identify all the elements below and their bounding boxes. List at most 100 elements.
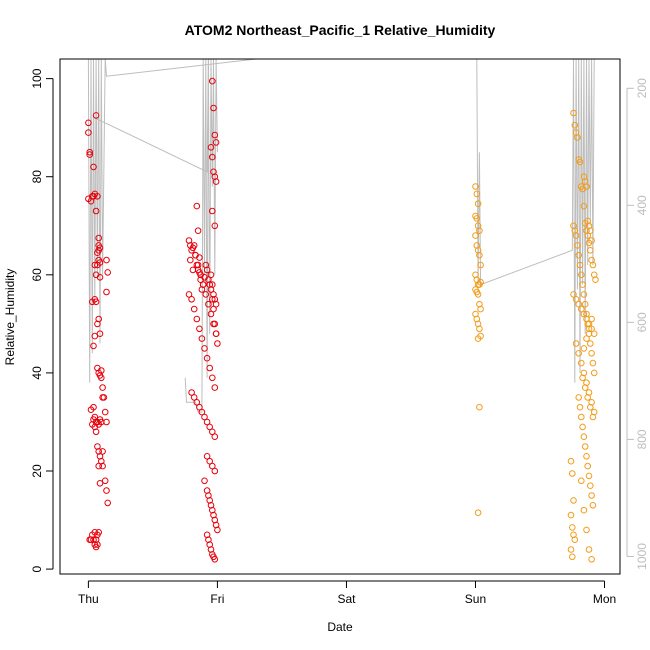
data-point — [472, 183, 479, 190]
data-point — [190, 394, 198, 401]
data-point — [92, 428, 100, 436]
data-point — [96, 274, 104, 281]
data-point — [205, 300, 212, 308]
data-point — [95, 529, 102, 536]
data-point — [473, 190, 481, 198]
data-point — [211, 556, 219, 563]
data-point — [572, 232, 580, 239]
data-point — [578, 413, 585, 421]
data-point — [476, 251, 483, 259]
data-point — [193, 202, 201, 210]
data-point — [211, 384, 219, 391]
data-point — [473, 215, 481, 222]
data-point — [472, 232, 479, 239]
data-point — [588, 350, 595, 357]
data-point — [575, 251, 583, 259]
data-point — [567, 546, 575, 553]
data-point — [571, 121, 579, 129]
data-point — [585, 472, 593, 480]
data-point — [87, 406, 95, 414]
x-tick-label: Mon — [593, 592, 616, 606]
data-point — [94, 193, 101, 200]
data-point — [590, 330, 598, 338]
plot-frame — [59, 58, 621, 575]
x-tick-label: Sat — [337, 592, 356, 606]
data-point — [104, 499, 111, 507]
data-point — [96, 244, 104, 252]
data-point — [587, 227, 594, 234]
data-point — [203, 453, 211, 460]
data-point — [95, 234, 102, 242]
data-point — [580, 291, 588, 298]
data-point — [588, 315, 595, 323]
data-point — [90, 163, 97, 171]
data-point — [570, 109, 577, 117]
data-point — [588, 325, 595, 333]
data-point — [477, 278, 484, 286]
data-point — [212, 178, 220, 185]
data-point — [185, 291, 193, 298]
data-points — [85, 77, 599, 563]
data-point — [190, 305, 198, 313]
data-point — [194, 261, 202, 269]
data-point — [199, 281, 207, 288]
data-point — [89, 298, 96, 306]
data-point — [584, 232, 592, 239]
data-point — [567, 511, 575, 519]
x-axis-title: Date — [327, 620, 353, 634]
data-point — [581, 443, 589, 450]
data-point — [585, 325, 593, 333]
data-point — [90, 416, 97, 423]
data-point — [583, 453, 590, 460]
right-tick-label: 600 — [635, 312, 649, 332]
data-point — [198, 408, 206, 416]
x-tick-label: Thu — [78, 592, 99, 606]
data-point — [587, 247, 594, 254]
y-tick-label: 80 — [30, 170, 44, 184]
data-point — [587, 340, 594, 347]
data-point — [206, 423, 213, 431]
data-point — [92, 543, 100, 551]
data-point — [209, 281, 216, 288]
data-point — [589, 261, 597, 269]
right-tick-label: 800 — [635, 429, 649, 449]
data-point — [98, 367, 105, 374]
data-point — [206, 457, 213, 465]
data-point — [584, 462, 592, 470]
data-point — [476, 227, 483, 234]
data-point — [203, 354, 211, 362]
data-point — [86, 151, 93, 158]
data-point — [580, 506, 588, 514]
data-point — [574, 134, 581, 141]
data-point — [209, 207, 216, 215]
data-point — [583, 526, 590, 534]
x-axis: Thu Fri Sat Sun Mon — [78, 580, 616, 606]
data-point — [588, 556, 595, 563]
data-point — [196, 254, 203, 261]
data-point — [214, 526, 221, 534]
data-point — [198, 335, 206, 342]
y-tick-label: 40 — [30, 366, 44, 380]
right-tick-label: 200 — [635, 78, 649, 98]
data-point — [201, 345, 208, 352]
data-point — [193, 315, 201, 323]
data-point — [99, 384, 106, 391]
series-line-1 — [87, 58, 257, 383]
data-point — [101, 477, 109, 485]
right-tick-label: 400 — [635, 195, 649, 215]
data-point — [569, 553, 576, 561]
data-point — [196, 325, 203, 333]
data-point — [103, 288, 110, 296]
data-point — [94, 249, 101, 256]
data-point — [575, 350, 583, 357]
data-point — [201, 477, 208, 485]
data-point — [590, 369, 598, 377]
data-point — [576, 261, 584, 269]
data-point — [583, 310, 590, 318]
data-point — [92, 298, 100, 306]
data-point — [571, 536, 579, 544]
y-axis-title: Relative_Humidity — [3, 269, 17, 366]
data-point — [585, 546, 593, 553]
data-point — [474, 509, 482, 517]
data-point — [207, 310, 215, 318]
